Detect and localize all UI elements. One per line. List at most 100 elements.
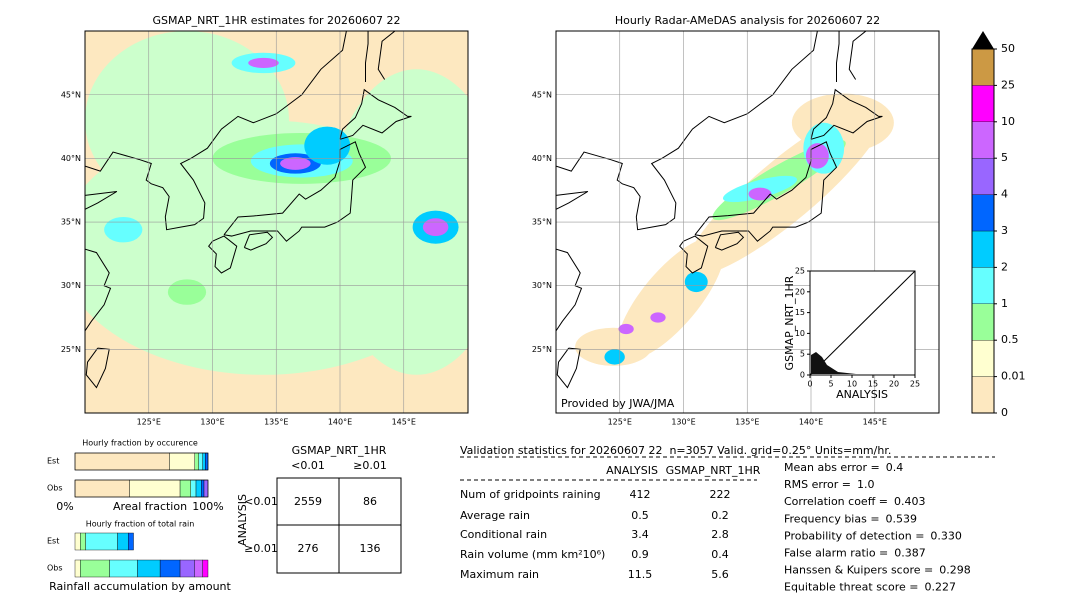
col-label: <0.01 xyxy=(291,459,325,472)
stats-col: GSMAP_NRT_1HR xyxy=(666,464,761,477)
rain-area xyxy=(280,157,311,170)
colorbar-label: 0.01 xyxy=(1001,370,1026,383)
y-tick-label: 20 xyxy=(795,287,805,296)
coastline xyxy=(556,248,583,332)
colorbar-label: 1 xyxy=(1001,297,1008,310)
map-title: GSMAP_NRT_1HR estimates for 20260607 22 xyxy=(152,14,400,27)
table-cell: 276 xyxy=(298,542,319,555)
colorbar-segment xyxy=(971,230,995,268)
bar-segment xyxy=(85,532,118,551)
stats-value: 0.5 xyxy=(631,509,649,522)
stats-label: Rain volume (mm km²10⁶) xyxy=(460,548,605,561)
bar-segment xyxy=(137,559,161,578)
score-label: Correlation coeff = xyxy=(784,495,888,508)
bar-segment xyxy=(194,452,199,471)
lon-label: 140°E xyxy=(799,418,823,427)
map-body xyxy=(556,31,939,413)
stats-value: 3.4 xyxy=(631,528,649,541)
bar-segment xyxy=(74,532,81,551)
lon-label: 125°E xyxy=(137,418,161,427)
bar-title: Hourly fraction by occurence xyxy=(82,439,198,448)
credit: Provided by JWA/JMA xyxy=(561,397,675,410)
bar-frame xyxy=(74,452,209,471)
colorbar-segment xyxy=(971,340,995,377)
coastline xyxy=(556,31,818,231)
x-tick-label: 15 xyxy=(868,380,878,389)
stats-header: Validation statistics for 20260607 22 n=… xyxy=(460,444,891,457)
row-label: ≥0.01 xyxy=(244,542,278,555)
table-cell: 136 xyxy=(360,542,381,555)
stats-value: 5.6 xyxy=(711,568,729,581)
score-value: 0.4 xyxy=(886,461,904,474)
score-value: 0.387 xyxy=(894,547,926,560)
rain-area xyxy=(618,323,634,335)
x-max-label: 100% xyxy=(192,500,223,513)
bar-segment xyxy=(179,559,195,578)
stats-value: 0.2 xyxy=(711,509,729,522)
colorbar-label: 5 xyxy=(1001,151,1008,164)
lat-label: 40°N xyxy=(532,154,552,163)
coastline xyxy=(556,191,589,210)
lon-label: 135°E xyxy=(735,418,759,427)
stats-value: 0.9 xyxy=(631,548,649,561)
score-value: 0.298 xyxy=(939,564,971,577)
score: Probability of detection = 0.330 xyxy=(784,529,962,542)
score-label: Equitable threat score = xyxy=(784,581,918,594)
scatter-xlabel: ANALYSIS xyxy=(836,388,888,401)
lat-label: 35°N xyxy=(532,218,552,227)
stats-value: 0.4 xyxy=(711,548,729,561)
bar-segment xyxy=(205,452,209,471)
bar-segment xyxy=(195,479,202,498)
stats-label: Maximum rain xyxy=(460,568,539,581)
row-label: <0.01 xyxy=(244,495,278,508)
row-label: Obs xyxy=(47,484,63,493)
coastline xyxy=(85,31,347,231)
lon-label: 145°E xyxy=(863,418,887,427)
score-value: 1.0 xyxy=(857,478,875,491)
stats-value: 11.5 xyxy=(628,568,653,581)
bar-segment xyxy=(201,479,205,498)
score-label: Hanssen & Kuipers score = xyxy=(784,564,933,577)
coastline xyxy=(223,141,367,242)
bar-segment xyxy=(202,559,209,578)
coastline xyxy=(85,248,112,332)
score: False alarm ratio = 0.387 xyxy=(784,547,926,560)
score: Mean abs error = 0.4 xyxy=(784,461,903,474)
bar-title: Hourly fraction of total rain xyxy=(86,520,195,529)
rain-area xyxy=(422,218,449,237)
bar-segment xyxy=(169,452,195,471)
stats-value: 222 xyxy=(710,488,731,501)
score-label: Mean abs error = xyxy=(784,461,880,474)
lat-label: 45°N xyxy=(532,90,552,99)
rain-area xyxy=(748,187,772,201)
colorbar-label: 2 xyxy=(1001,260,1008,273)
row-label: Est xyxy=(47,537,59,546)
y-tick-label: 10 xyxy=(795,329,805,338)
rain-area xyxy=(304,126,351,165)
coastline xyxy=(208,235,238,274)
rain-area xyxy=(684,271,708,293)
score-value: 0.539 xyxy=(886,512,918,525)
map-body xyxy=(85,31,468,413)
colorbar-segment xyxy=(971,303,995,341)
score-value: 0.227 xyxy=(924,581,956,594)
lon-label: 135°E xyxy=(264,418,288,427)
stats-col: ANALYSIS xyxy=(606,464,658,477)
stats-label: Conditional rain xyxy=(460,528,547,541)
colorbar-label: 10 xyxy=(1001,115,1015,128)
lon-label: 125°E xyxy=(608,418,632,427)
y-tick-label: 15 xyxy=(795,308,805,317)
lon-label: 130°E xyxy=(671,418,695,427)
bar-segment xyxy=(74,452,170,471)
lon-label: 130°E xyxy=(200,418,224,427)
lon-label: 140°E xyxy=(328,418,352,427)
colorbar-segment xyxy=(971,48,995,86)
stats-label: Num of gridpoints raining xyxy=(460,488,601,501)
lat-label: 30°N xyxy=(61,281,81,290)
bar-frame xyxy=(74,479,209,498)
row-label: Est xyxy=(47,457,59,466)
colorbar-label: 0 xyxy=(1001,406,1008,419)
lat-label: 25°N xyxy=(532,345,552,354)
scatter-cluster xyxy=(811,352,856,374)
